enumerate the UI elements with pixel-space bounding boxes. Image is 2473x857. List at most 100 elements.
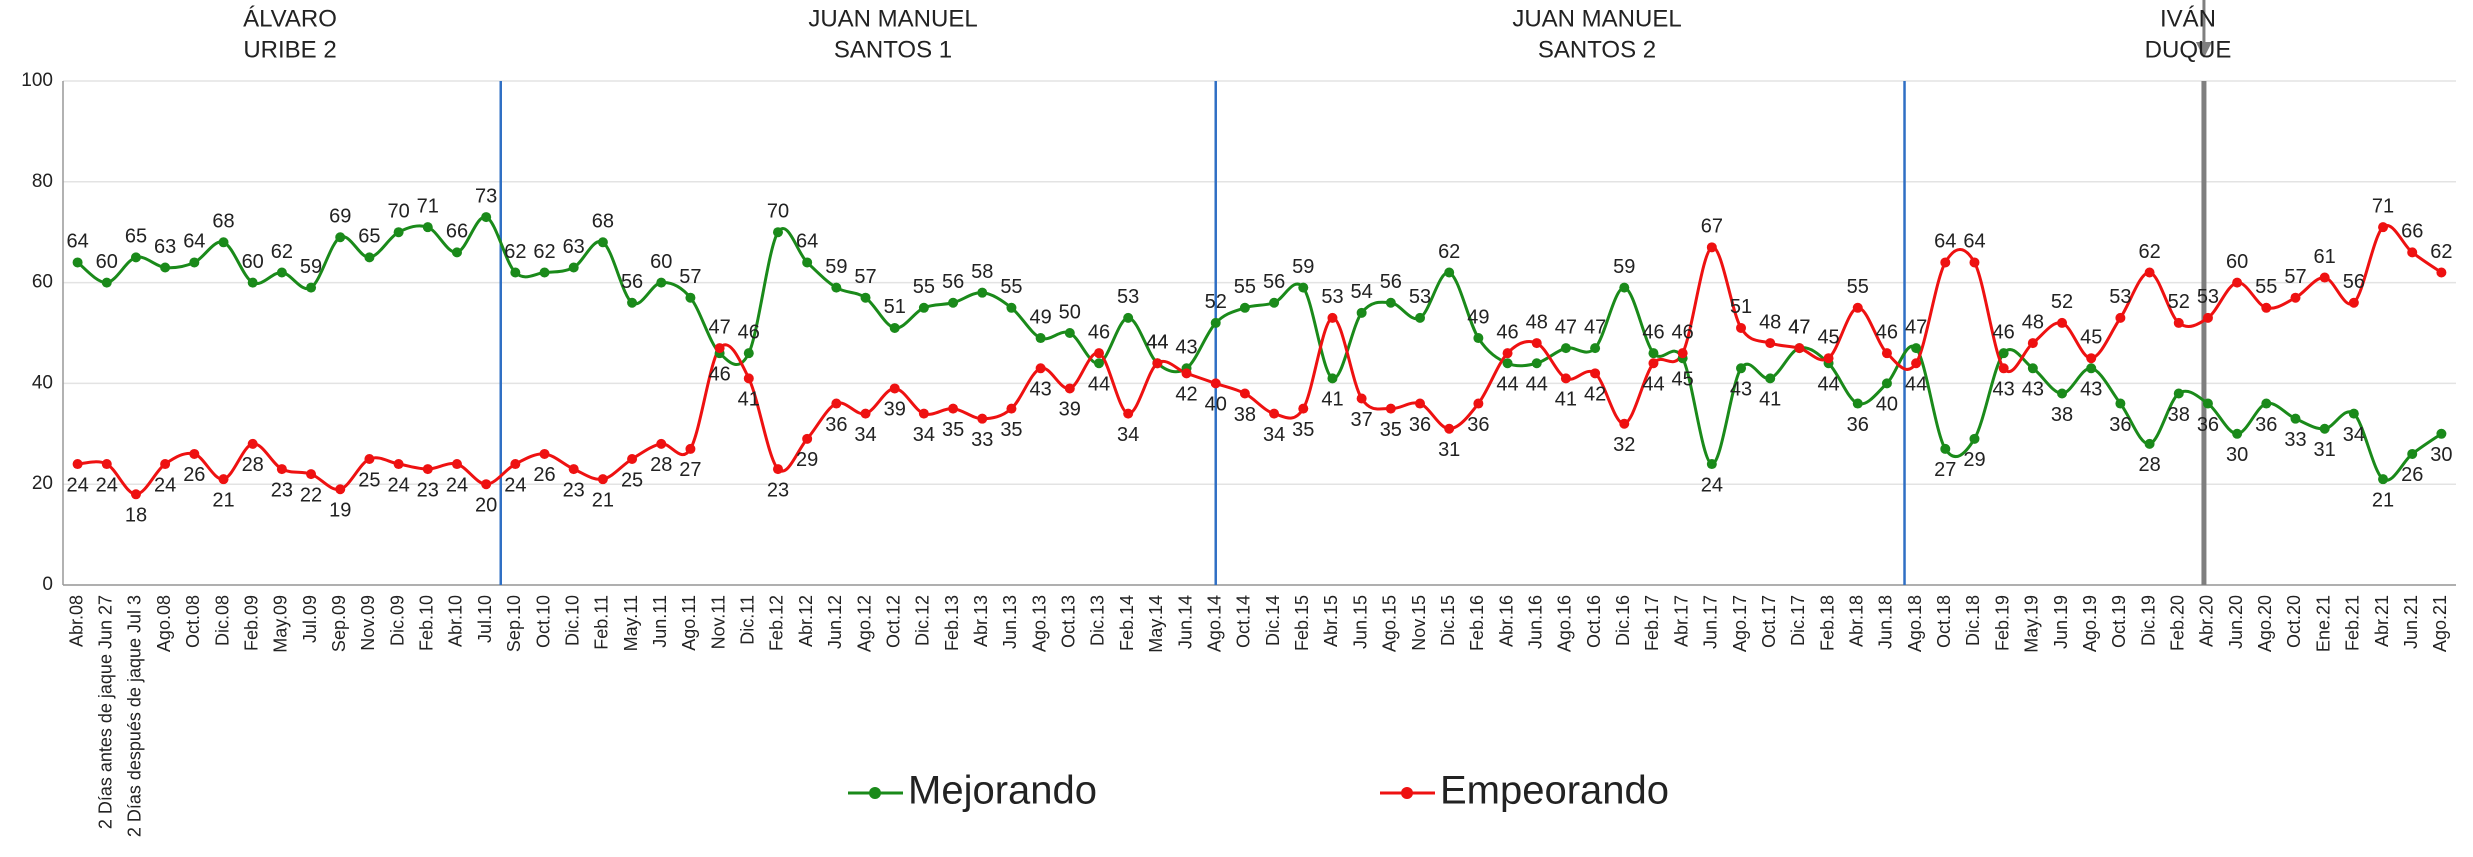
data-label: 46	[708, 363, 730, 385]
data-label: 69	[329, 206, 351, 228]
data-label: 34	[913, 424, 935, 446]
data-label: 46	[1088, 321, 1110, 343]
x-tick-label: Oct.10	[533, 595, 553, 648]
data-label: 48	[2022, 311, 2044, 333]
data-point	[889, 322, 900, 333]
data-label: 21	[2372, 489, 2394, 511]
x-tick-label: Dic.17	[1788, 595, 1808, 646]
data-point	[1327, 312, 1338, 323]
data-label: 44	[1817, 374, 1839, 396]
data-point	[2290, 413, 2301, 424]
x-tick-label: Abr.18	[1847, 595, 1867, 647]
data-point	[1269, 408, 1280, 419]
data-label: 53	[2109, 286, 2131, 308]
data-point	[2290, 292, 2301, 303]
data-label: 70	[387, 200, 409, 222]
data-point	[247, 438, 258, 449]
data-point	[772, 227, 783, 238]
data-point	[1093, 348, 1104, 359]
data-label: 60	[96, 251, 118, 273]
data-label: 19	[329, 500, 351, 522]
data-point	[1123, 408, 1134, 419]
x-tick-label: Ago.18	[1905, 595, 1925, 652]
data-label: 36	[2255, 414, 2277, 436]
x-tick-label: Dic.19	[2138, 595, 2158, 646]
data-point	[1327, 373, 1338, 384]
x-tick-label: Feb.10	[417, 595, 437, 651]
data-point	[539, 267, 550, 278]
data-label: 66	[446, 221, 468, 243]
data-label: 41	[738, 389, 760, 411]
data-label: 38	[2051, 404, 2073, 426]
data-label: 34	[1263, 424, 1285, 446]
data-point	[2144, 438, 2155, 449]
data-label: 64	[796, 231, 818, 253]
data-label: 71	[417, 195, 439, 217]
data-point	[451, 247, 462, 258]
data-label: 28	[2138, 454, 2160, 476]
data-label: 21	[212, 489, 234, 511]
data-point	[772, 464, 783, 475]
data-label: 26	[183, 464, 205, 486]
data-point	[2232, 428, 2243, 439]
data-label: 46	[1672, 321, 1694, 343]
legend-label: Mejorando	[908, 769, 1097, 813]
data-label: 26	[2401, 464, 2423, 486]
x-tick-label: Jun.18	[1876, 595, 1896, 649]
data-label: 59	[825, 256, 847, 278]
data-label: 39	[884, 399, 906, 421]
data-point	[1765, 373, 1776, 384]
data-label: 36	[1467, 414, 1489, 436]
x-tick-label: Dic.18	[1963, 595, 1983, 646]
x-tick-label: Oct.19	[2109, 595, 2129, 648]
data-point	[568, 262, 579, 273]
data-point	[1736, 322, 1747, 333]
x-tick-label: Feb.14	[1117, 595, 1137, 651]
y-tick-label: 80	[32, 171, 53, 192]
data-point	[2232, 277, 2243, 288]
data-label: 33	[2284, 429, 2306, 451]
data-label: 67	[1701, 216, 1723, 238]
data-label: 29	[1963, 449, 1985, 471]
data-label: 34	[1117, 424, 1139, 446]
data-point	[160, 262, 171, 273]
data-point	[1502, 358, 1513, 369]
data-point	[1590, 343, 1601, 354]
data-label: 27	[1934, 459, 1956, 481]
data-label: 52	[1205, 291, 1227, 313]
data-label: 50	[1059, 301, 1081, 323]
data-point	[72, 257, 83, 268]
data-point	[2261, 398, 2272, 409]
data-point	[977, 413, 988, 424]
data-point	[306, 469, 317, 480]
x-tick-label: Jun.16	[1525, 595, 1545, 649]
data-point	[1590, 368, 1601, 379]
data-point	[510, 459, 521, 470]
data-label: 56	[942, 271, 964, 293]
data-point	[2378, 474, 2389, 485]
x-tick-label: Oct.13	[1059, 595, 1079, 648]
data-label: 41	[1555, 389, 1577, 411]
data-point	[1269, 297, 1280, 308]
period-label: JUAN MANUEL	[808, 5, 977, 32]
data-label: 29	[796, 449, 818, 471]
data-point	[831, 398, 842, 409]
data-label: 46	[1876, 321, 1898, 343]
data-point	[1210, 317, 1221, 328]
data-label: 31	[2314, 439, 2336, 461]
data-label: 44	[1526, 374, 1548, 396]
data-point	[1998, 363, 2009, 374]
data-point	[1706, 459, 1717, 470]
data-point	[247, 277, 258, 288]
data-point	[1444, 423, 1455, 434]
data-label: 54	[1351, 281, 1373, 303]
data-label: 25	[621, 469, 643, 491]
x-tick-label: Ago.08	[154, 595, 174, 652]
x-tick-label: Oct.18	[1934, 595, 1954, 648]
data-point	[1356, 307, 1367, 318]
data-point	[451, 459, 462, 470]
data-point	[1444, 267, 1455, 278]
data-label: 21	[592, 489, 614, 511]
data-point	[1765, 338, 1776, 349]
x-tick-label: Ene.21	[2313, 595, 2333, 652]
